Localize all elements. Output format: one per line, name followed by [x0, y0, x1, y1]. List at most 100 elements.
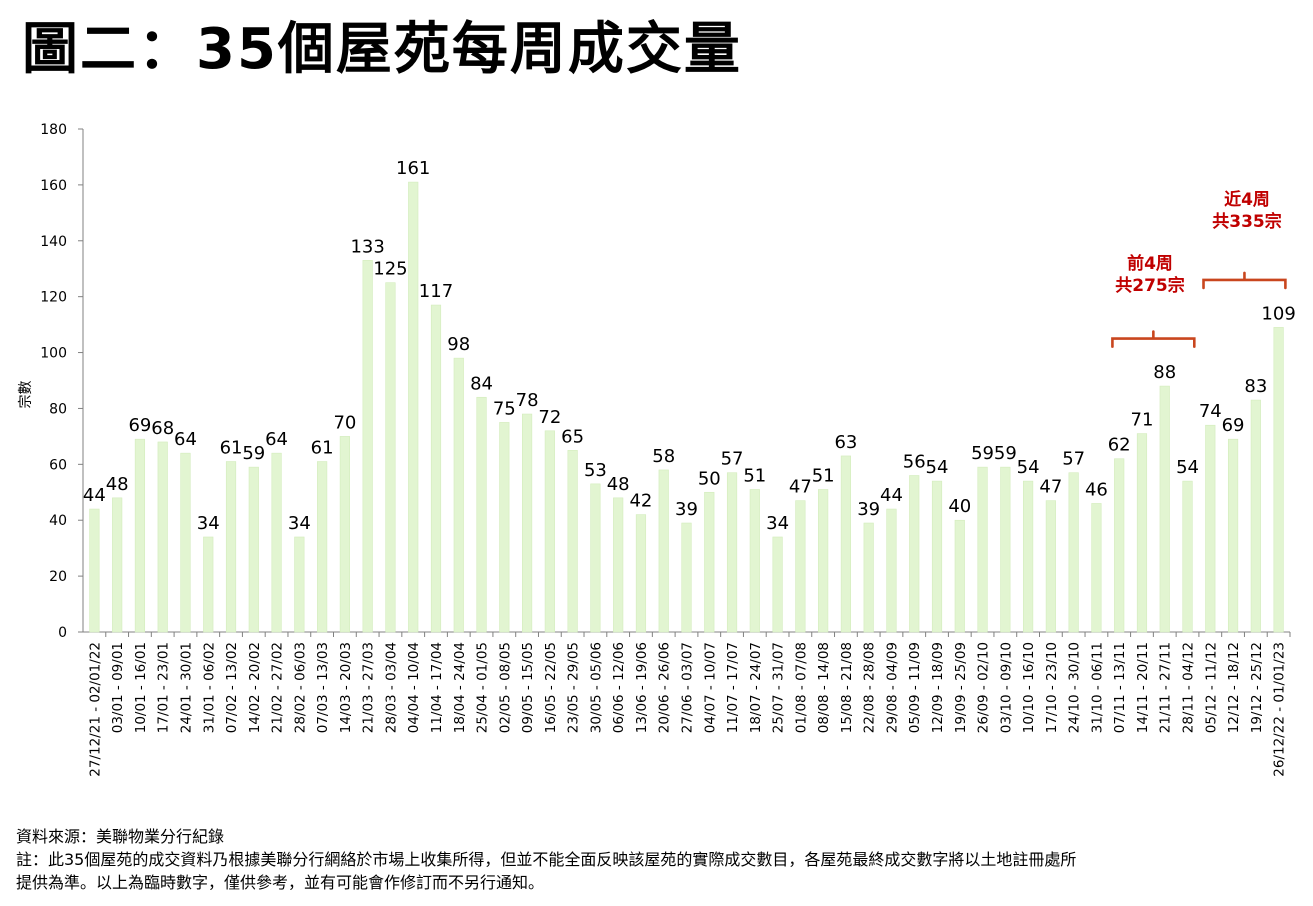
x-tick-label: 14/03 - 20/03 — [338, 642, 354, 733]
x-tick-label: 25/04 - 01/05 — [475, 642, 491, 733]
bar — [499, 422, 510, 633]
x-tick-labels: 27/12/21 - 02/01/22 03/01 - 09/01 10/01 - … — [87, 642, 1287, 777]
bar — [909, 475, 920, 633]
y-tick-label: 0 — [58, 625, 67, 641]
data-label: 54 — [1176, 457, 1199, 478]
data-label: 51 — [812, 465, 835, 486]
data-label: 48 — [607, 474, 630, 495]
data-label: 39 — [857, 499, 880, 520]
data-label: 47 — [789, 477, 812, 498]
x-tick-label: 18/04 - 24/04 — [452, 642, 468, 733]
x-tick-label: 07/02 - 13/02 — [224, 642, 240, 733]
bar — [1227, 438, 1239, 633]
bar — [886, 508, 897, 633]
bar — [362, 260, 373, 633]
bar — [430, 304, 442, 633]
x-tick-label: 17/10 - 23/10 — [1044, 642, 1060, 733]
data-label: 64 — [265, 429, 288, 450]
data-label: 69 — [1222, 415, 1245, 436]
bar — [1114, 458, 1125, 633]
data-label: 84 — [470, 373, 493, 394]
x-tick-label: 12/12 - 18/12 — [1226, 642, 1242, 733]
bar — [1023, 480, 1034, 633]
x-tick-label: 04/07 - 10/07 — [702, 642, 718, 733]
bar — [225, 461, 237, 633]
x-tick-label: 07/11 - 13/11 — [1112, 642, 1128, 733]
bar — [772, 536, 783, 633]
data-label: 63 — [834, 432, 857, 453]
bar — [317, 461, 328, 633]
bar — [1205, 424, 1216, 633]
x-tick-label: 21/02 - 27/02 — [270, 642, 286, 733]
bar — [863, 522, 874, 633]
data-label: 64 — [174, 429, 197, 450]
bar — [704, 491, 715, 633]
bar — [658, 469, 669, 633]
x-tick-label: 26/12/22 - 01/01/23 — [1272, 642, 1288, 777]
x-tick-label: 19/12 - 25/12 — [1249, 642, 1265, 733]
data-label: 65 — [561, 426, 584, 447]
data-label: 54 — [1017, 457, 1040, 478]
bar — [271, 452, 282, 633]
x-tick-label: 06/06 - 12/06 — [611, 642, 627, 733]
y-tick-label: 20 — [49, 569, 67, 585]
x-tick-label: 14/11 - 20/11 — [1135, 642, 1151, 733]
bar — [1136, 433, 1148, 633]
data-label: 59 — [242, 443, 265, 464]
disclaimer-line-1: 註：此35個屋苑的成交資料乃根據美聯分行網絡於市場上收集所得，但並不能全面反映該… — [16, 850, 1077, 869]
prev-4-weeks-annotation: 前4周 共275宗 — [1100, 253, 1200, 297]
data-label: 78 — [516, 390, 539, 411]
data-label: 59 — [994, 443, 1017, 464]
x-tick-label: 10/01 - 16/01 — [133, 642, 149, 733]
bar — [1068, 472, 1079, 633]
bar — [180, 452, 191, 633]
x-tick-label: 11/07 - 17/07 — [725, 642, 741, 733]
data-label: 117 — [419, 281, 453, 302]
data-label: 83 — [1244, 376, 1267, 397]
bars — [89, 181, 1284, 633]
data-label: 48 — [106, 474, 129, 495]
bar — [294, 536, 305, 633]
bar — [89, 508, 100, 633]
bar — [112, 497, 123, 633]
bar — [1182, 480, 1193, 633]
data-label: 68 — [151, 418, 174, 439]
data-label: 39 — [675, 499, 698, 520]
disclaimer-line-2: 提供為準。以上為臨時數字，僅供參考，並有可能會作修訂而不另行通知。 — [16, 873, 545, 892]
data-label: 50 — [698, 468, 721, 489]
x-tick-label: 30/05 - 05/06 — [588, 642, 604, 733]
x-tick-label: 28/11 - 04/12 — [1181, 642, 1197, 733]
source-note: 資料來源：美聯物業分行紀錄 — [16, 827, 225, 846]
x-tick-label: 05/09 - 11/09 — [907, 642, 923, 733]
bar — [818, 489, 829, 633]
data-label: 133 — [350, 236, 384, 257]
y-tick-label: 120 — [40, 290, 67, 306]
x-tick-label: 03/10 - 09/10 — [998, 642, 1014, 733]
x-tick-label: 11/04 - 17/04 — [429, 642, 445, 733]
data-label: 69 — [128, 415, 151, 436]
data-label: 61 — [220, 438, 243, 459]
last-4-weeks-line1: 近4周 — [1224, 190, 1270, 210]
data-label: 57 — [1062, 449, 1085, 470]
bar — [522, 413, 533, 633]
prev-4-weeks-line2: 共275宗 — [1115, 276, 1185, 296]
x-tick-label: 05/12 - 11/12 — [1203, 642, 1219, 733]
x-tick-label: 07/03 - 13/03 — [315, 642, 331, 733]
data-label: 61 — [311, 438, 334, 459]
data-label: 109 — [1261, 303, 1295, 324]
x-tick-label: 26/09 - 02/10 — [976, 642, 992, 733]
last-4-weeks-bracket — [1202, 271, 1287, 290]
x-tick-label: 14/02 - 20/02 — [247, 642, 263, 733]
bar — [977, 466, 988, 633]
bar — [726, 472, 738, 633]
x-tick-label: 20/06 - 26/06 — [657, 642, 673, 733]
annotation-brackets — [1111, 271, 1287, 348]
data-label: 53 — [584, 460, 607, 481]
data-label: 75 — [493, 398, 516, 419]
data-label: 44 — [880, 485, 903, 506]
data-label: 34 — [288, 513, 311, 534]
y-tick-label: 180 — [40, 122, 67, 138]
data-label: 62 — [1108, 435, 1131, 456]
x-tick-label: 09/05 - 15/05 — [520, 642, 536, 733]
